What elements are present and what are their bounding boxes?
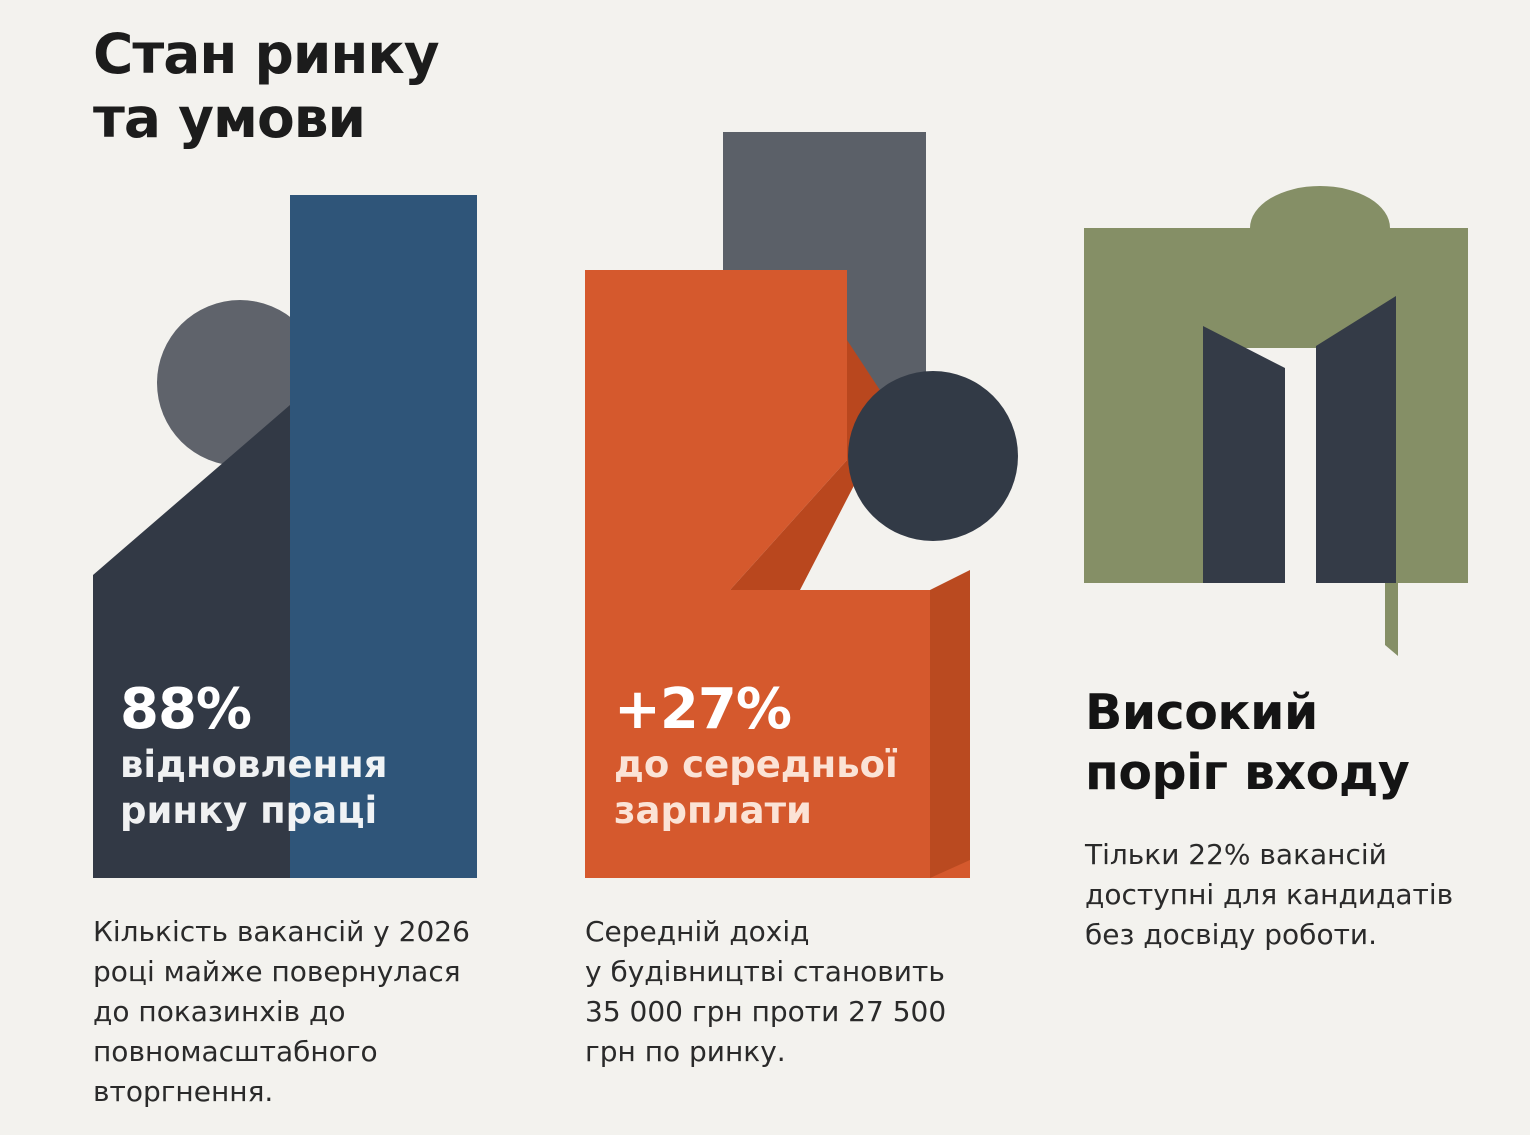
heading-line-1: Високий bbox=[1085, 684, 1318, 741]
caption-line: повномасштабного bbox=[93, 1035, 378, 1068]
entry-threshold-heading: Високий поріг входу bbox=[1085, 683, 1410, 803]
page-title: Стан ринку та умови bbox=[93, 22, 573, 150]
salary-graphic bbox=[585, 132, 1018, 878]
orange-side-shape bbox=[930, 570, 970, 878]
stat-label-line-1: до середньої bbox=[614, 743, 898, 786]
stat-label-line-1: відновлення bbox=[120, 743, 388, 786]
orange-block-shape bbox=[585, 270, 970, 878]
caption-labor-market: Кількість вакансій у 2026 році майже пов… bbox=[93, 912, 470, 1112]
right-door-leaf-shape bbox=[1316, 296, 1396, 583]
stat-salary-growth: +27% до середньої зарплати bbox=[614, 678, 898, 834]
page-title-line-2: та умови bbox=[93, 86, 366, 150]
page-title-line-1: Стан ринку bbox=[93, 22, 440, 86]
caption-line: вторгнення. bbox=[93, 1075, 274, 1108]
heading-line-2: поріг входу bbox=[1085, 744, 1410, 801]
caption-line: Тільки 22% вакансій bbox=[1085, 838, 1387, 871]
caption-line: Середній дохід bbox=[585, 915, 810, 948]
stat-labor-recovery: 88% відновлення ринку праці bbox=[120, 678, 387, 834]
caption-line: до показинхів до bbox=[93, 995, 346, 1028]
blue-bar-shape bbox=[290, 195, 477, 878]
stat-label-line-2: ринку праці bbox=[120, 789, 378, 832]
orange-shadow-shape bbox=[730, 270, 893, 590]
caption-line: без досвіду роботи. bbox=[1085, 918, 1377, 951]
stat-value: 88% bbox=[120, 677, 252, 742]
stat-label-line-2: зарплати bbox=[614, 789, 812, 832]
dark-circle-shape bbox=[848, 371, 1018, 541]
door-opening-shape bbox=[1285, 348, 1316, 583]
olive-arch-shape bbox=[1084, 186, 1468, 656]
caption-line: у будівництві становить bbox=[585, 955, 945, 988]
labor-market-graphic bbox=[93, 195, 477, 878]
caption-line: доступні для кандидатів bbox=[1085, 878, 1454, 911]
left-door-leaf-shape bbox=[1203, 326, 1285, 583]
navy-slope-shape bbox=[93, 405, 290, 878]
caption-salary: Середній дохід у будівництві становить 3… bbox=[585, 912, 946, 1072]
caption-line: грн по ринку. bbox=[585, 1035, 786, 1068]
caption-line: році майже повернулася bbox=[93, 955, 461, 988]
stat-value: +27% bbox=[614, 677, 792, 742]
caption-line: Кількість вакансій у 2026 bbox=[93, 915, 470, 948]
door-arch-icon bbox=[1084, 186, 1468, 656]
caption-line: 35 000 грн проти 27 500 bbox=[585, 995, 947, 1028]
caption-entry-threshold: Тільки 22% вакансій доступні для кандида… bbox=[1085, 835, 1453, 955]
